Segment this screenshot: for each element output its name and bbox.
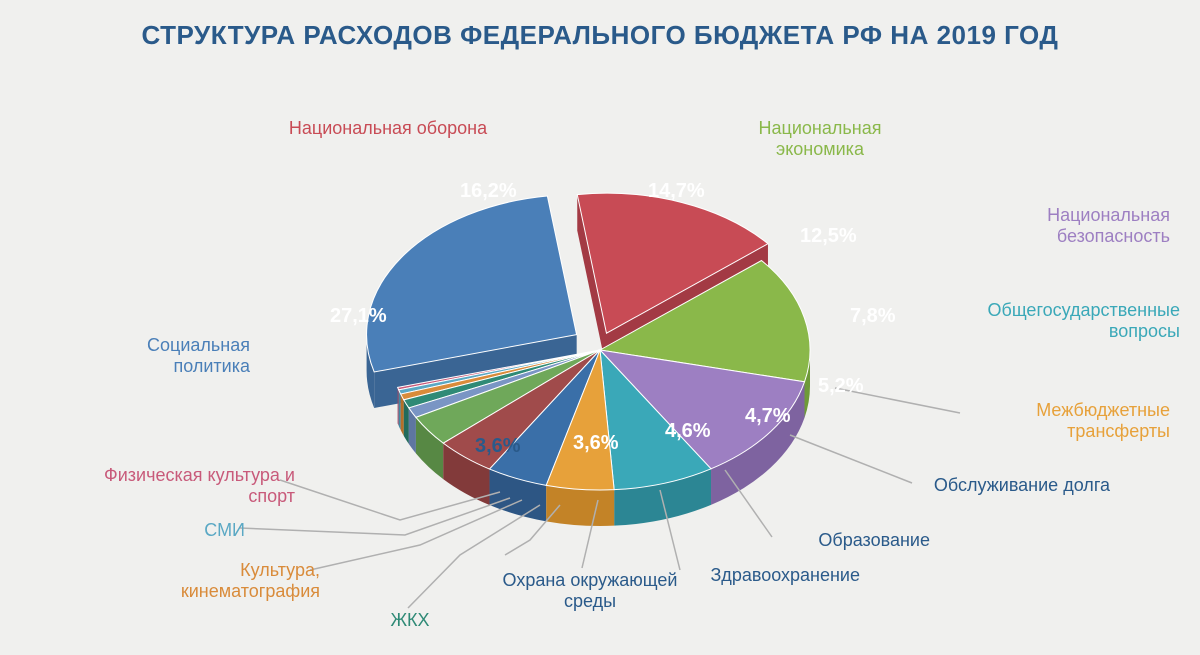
slice-label-govissues: Общегосударственные вопросы	[960, 300, 1180, 341]
slice-pct-security: 12,5%	[800, 225, 857, 248]
slice-pct-transfers: 5,2%	[818, 375, 864, 398]
slice-label-environment: Охрана окружающей среды	[500, 570, 680, 611]
pie-svg	[0, 0, 1200, 655]
slice-label-utilities: ЖКХ	[380, 610, 440, 631]
slice-pct-debt: 4,7%	[745, 405, 791, 428]
slice-label-social: Социальная политика	[70, 335, 250, 376]
slice-pct-social: 27,1%	[330, 305, 387, 328]
slice-label-sport: Физическая культура и спорт	[95, 465, 295, 506]
slice-pct-economy: 14,7%	[648, 180, 705, 203]
slice-pct-govissues: 7,8%	[850, 305, 896, 328]
slice-label-culture: Культура, кинематография	[120, 560, 320, 601]
slice-label-health: Здравоохранение	[660, 565, 860, 586]
slice-pct-sport: 3,6%	[475, 435, 521, 458]
slice-label-economy: Национальная экономика	[720, 118, 920, 159]
slice-pct-defense: 16,2%	[460, 180, 517, 203]
slice-label-security: Национальная безопасность	[960, 205, 1170, 246]
slice-pct-education: 4,6%	[665, 420, 711, 443]
slice-pct-health: 3,6%	[573, 432, 619, 455]
chart-title: СТРУКТУРА РАСХОДОВ ФЕДЕРАЛЬНОГО БЮДЖЕТА …	[0, 0, 1200, 51]
slice-label-media: СМИ	[165, 520, 245, 541]
slice-label-defense: Национальная оборона	[288, 118, 488, 139]
slice-label-debt: Обслуживание долга	[910, 475, 1110, 496]
budget-pie-chart: { "title": { "text": "СТРУКТУРА РАСХОДОВ…	[0, 0, 1200, 655]
slice-label-education: Образование	[770, 530, 930, 551]
slice-label-transfers: Межбюджетные трансферты	[960, 400, 1170, 441]
